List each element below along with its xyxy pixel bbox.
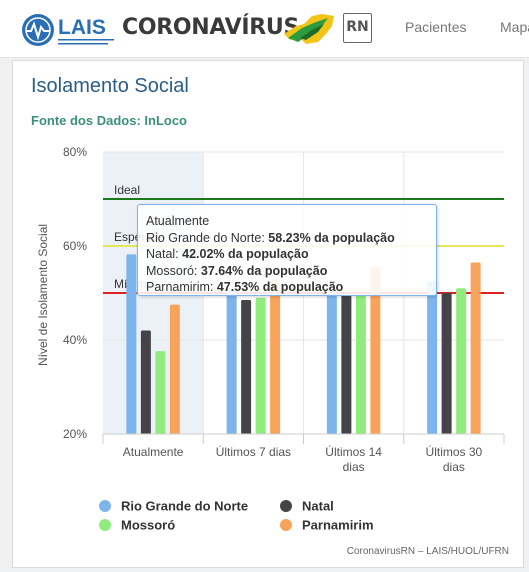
rn-map-logo (284, 14, 334, 44)
bar (355, 295, 366, 434)
legend-item[interactable]: Natal (302, 499, 334, 514)
brand-title[interactable]: CORONAVÍRUS (122, 15, 299, 40)
x-tick-label: dias (443, 460, 465, 474)
tooltip-value: 37.64% (200, 263, 244, 278)
bar (470, 262, 481, 434)
bar (441, 293, 452, 434)
bar (456, 288, 467, 434)
legend-marker (280, 500, 292, 512)
bar (370, 267, 381, 434)
isolation-card: Isolamento Social Fonte dos Dados: InLoc… (12, 60, 524, 568)
chart-credit[interactable]: CoronavirusRN – LAIS/HUOL/UFRN (346, 546, 509, 557)
legend-item[interactable]: Rio Grande do Norte (121, 499, 248, 514)
x-tick-label: Últimos 14 (325, 444, 382, 459)
x-tick-label: Últimos 7 dias (216, 444, 291, 459)
bar (140, 330, 151, 434)
top-navbar: LAIS CORONAVÍRUS RN Pacientes Mapa (0, 0, 529, 58)
lais-logo-text: LAIS (58, 16, 106, 39)
tooltip-value: 42.02% (182, 247, 225, 261)
bar (126, 254, 137, 434)
tooltip-row-rn: Rio Grande do Norte: 58.23% da população (146, 230, 395, 245)
tooltip-row-natal: Natal: 42.02% da população (146, 247, 309, 261)
y-axis-title: Nível de Isolamento Social (36, 224, 50, 366)
bar (341, 295, 352, 434)
bar (255, 297, 266, 434)
legend-marker (280, 519, 292, 531)
tooltip-value: 58.23% (268, 230, 311, 245)
tooltip-label: Mossoró: (146, 263, 198, 278)
y-tick-label: 40% (63, 333, 87, 347)
tooltip-row-mossoro: Mossoró: 37.64% da população (146, 263, 328, 278)
bar (270, 278, 281, 434)
bar (226, 290, 237, 434)
card-title: Isolamento Social (31, 75, 189, 97)
bar (169, 304, 180, 434)
x-tick-label: Últimos 30 (426, 444, 483, 459)
lais-logo[interactable]: LAIS (20, 10, 118, 50)
bar (427, 281, 438, 434)
x-tick-label: dias (343, 460, 365, 474)
bar (326, 290, 337, 434)
nav-link-pacientes[interactable]: Pacientes (405, 19, 467, 35)
y-tick-label: 20% (63, 427, 87, 441)
legend-marker (99, 519, 111, 531)
data-source[interactable]: Fonte dos Dados: InLoco (31, 113, 187, 128)
tooltip-label: Rio Grande do Norte: (146, 230, 265, 245)
rn-badge: RN (343, 13, 372, 43)
tooltip-header: Atualmente (146, 214, 210, 228)
threshold-label: Ideal (114, 183, 140, 197)
bar (241, 300, 252, 434)
legend-item[interactable]: Parnamirim (302, 518, 374, 533)
legend-marker (99, 500, 111, 512)
bar (155, 351, 166, 434)
y-tick-label: 80% (63, 145, 87, 159)
y-tick-label: 60% (63, 239, 87, 253)
tooltip-row-parnamirim: Parnamirim: 47.53% da população (146, 280, 344, 294)
tooltip-label: Parnamirim: (146, 280, 214, 294)
legend-item[interactable]: Mossoró (121, 518, 175, 533)
tooltip-value: 47.53% (216, 280, 260, 294)
nav-link-mapa[interactable]: Mapa (500, 19, 529, 35)
x-tick-label: Atualmente (123, 445, 184, 459)
chart-tooltip: Atualmente Rio Grande do Norte: 58.23% d… (137, 204, 437, 296)
tooltip-label: Natal: (146, 247, 179, 261)
